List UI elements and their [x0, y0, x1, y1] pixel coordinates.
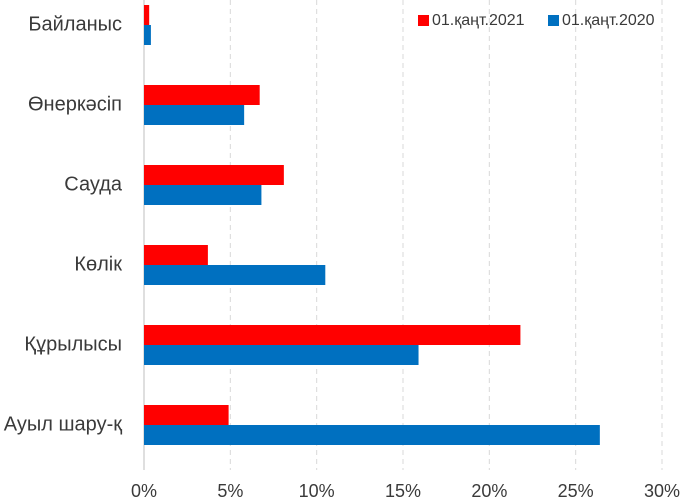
legend: 01.қаңт.2021 01.қаңт.2020 [418, 12, 655, 29]
labels-layer: 0% 5% 10% 15% 20% 25% 30% Байланыс Өнеркәсіп Сауд… [4, 13, 680, 500]
bar-series-1 [144, 245, 208, 265]
x-tick-label: 30% [644, 481, 680, 501]
x-tick-label: 20% [471, 481, 507, 501]
category-label: Өнеркәсіп [28, 93, 122, 115]
bar-series-1 [144, 405, 229, 425]
bar-series-1 [144, 5, 150, 25]
bars-layer [144, 5, 600, 445]
category-label: Көлік [74, 253, 122, 275]
x-tick-label: 5% [217, 481, 243, 501]
grid-layer [143, 0, 663, 470]
bar-series-2 [144, 25, 151, 45]
legend-label: 01.қаңт.2021 [432, 12, 525, 29]
bar-series-2 [144, 185, 262, 205]
legend-label: 01.қаңт.2020 [562, 12, 655, 29]
bar-series-2 [144, 105, 245, 125]
category-label: Ауыл шару-қ [4, 413, 122, 435]
x-tick-label: 15% [385, 481, 421, 501]
bar-series-1 [144, 165, 284, 185]
legend-swatch [548, 15, 559, 26]
bar-series-2 [144, 265, 326, 285]
bar-series-1 [144, 325, 521, 345]
x-tick-label: 25% [558, 481, 594, 501]
category-label: Құрылысы [24, 333, 122, 355]
bar-series-2 [144, 345, 419, 365]
x-tick-label: 0% [131, 481, 157, 501]
bar-series-2 [144, 425, 600, 445]
x-tick-label: 10% [299, 481, 335, 501]
category-label: Сауда [64, 173, 123, 195]
bar-series-1 [144, 85, 260, 105]
category-label: Байланыс [28, 13, 122, 35]
legend-swatch [418, 15, 429, 26]
